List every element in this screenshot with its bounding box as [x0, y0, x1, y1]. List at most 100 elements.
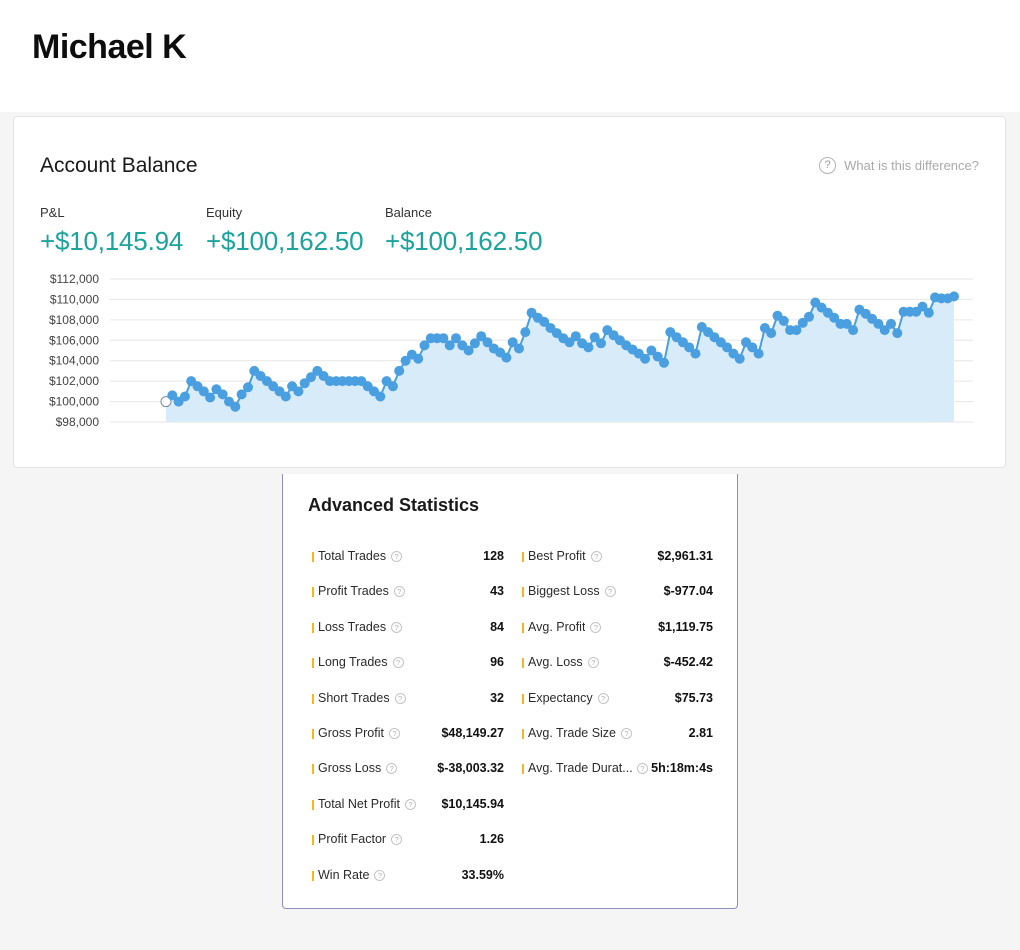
data-point[interactable]: [640, 353, 651, 364]
data-point[interactable]: [476, 331, 487, 342]
question-circle-icon[interactable]: ?: [394, 692, 406, 704]
question-circle-icon[interactable]: ?: [590, 551, 602, 562]
stat-label: Loss Trades: [318, 619, 387, 634]
data-point[interactable]: [734, 353, 745, 364]
y-tick-label: $102,000: [49, 374, 99, 388]
stat-value: $48,149.27: [441, 725, 504, 740]
data-point[interactable]: [539, 316, 550, 327]
data-point[interactable]: [243, 382, 253, 393]
advanced-statistics-title: Advanced Statistics: [308, 495, 480, 515]
data-point[interactable]: [438, 333, 449, 344]
question-circle-icon[interactable]: ?: [386, 763, 398, 775]
question-circle-icon[interactable]: ?: [404, 798, 416, 810]
question-circle-icon[interactable]: ?: [597, 692, 609, 704]
accent-bar: [312, 552, 314, 562]
data-point[interactable]: [482, 337, 493, 348]
y-tick-label: $98,000: [56, 415, 100, 429]
stat-value: $-38,003.32: [437, 761, 504, 776]
data-point[interactable]: [419, 340, 430, 351]
data-point[interactable]: [394, 365, 405, 376]
question-circle-icon[interactable]: ?: [391, 621, 403, 633]
data-point[interactable]: [879, 325, 890, 336]
data-point[interactable]: [570, 331, 581, 342]
data-point[interactable]: [778, 315, 789, 326]
data-point[interactable]: [564, 337, 575, 348]
data-point[interactable]: [646, 345, 657, 356]
data-point[interactable]: [690, 348, 701, 359]
pnl-metric: P&L +$10,145.94: [40, 205, 183, 257]
question-circle-icon[interactable]: ?: [621, 727, 633, 739]
data-point[interactable]: [230, 401, 241, 412]
stat-row: Short Trades? 32: [312, 691, 504, 726]
data-point[interactable]: [797, 317, 808, 328]
data-point[interactable]: [804, 311, 814, 322]
data-point[interactable]: [596, 338, 606, 349]
question-circle-icon[interactable]: ?: [587, 657, 599, 669]
data-point[interactable]: [444, 340, 455, 351]
data-point[interactable]: [917, 301, 928, 312]
data-point[interactable]: [205, 392, 216, 403]
data-point[interactable]: [413, 353, 424, 364]
data-point[interactable]: [747, 342, 758, 353]
question-circle-icon[interactable]: ?: [604, 586, 616, 598]
data-point[interactable]: [299, 378, 310, 389]
data-point[interactable]: [514, 343, 524, 354]
data-point[interactable]: [652, 351, 663, 362]
data-point[interactable]: [684, 342, 695, 353]
data-point[interactable]: [463, 345, 474, 356]
balance-value: +$100,162.50: [385, 226, 543, 256]
data-point[interactable]: [841, 318, 852, 329]
data-point[interactable]: [589, 332, 600, 343]
stat-value: 84: [490, 619, 504, 634]
data-point[interactable]: [167, 390, 178, 401]
data-point[interactable]: [400, 355, 411, 366]
stat-value: 1.26: [479, 832, 504, 847]
data-point[interactable]: [179, 391, 190, 402]
question-circle-icon[interactable]: ?: [392, 657, 404, 669]
data-point[interactable]: [722, 342, 733, 353]
data-point[interactable]: [766, 328, 777, 339]
data-point[interactable]: [873, 318, 884, 329]
data-point[interactable]: [848, 325, 859, 336]
data-point[interactable]: [892, 328, 903, 339]
question-circle-icon[interactable]: ?: [637, 763, 648, 775]
data-point[interactable]: [923, 307, 934, 318]
user-name: Michael K: [32, 28, 187, 66]
data-point[interactable]: [469, 338, 480, 349]
equity-value: +$100,162.50: [206, 226, 364, 256]
data-point[interactable]: [451, 333, 461, 344]
stat-label: Biggest Loss: [528, 584, 600, 599]
accent-bar: [312, 587, 314, 598]
data-point[interactable]: [217, 389, 228, 400]
balance-label: Balance: [385, 205, 432, 220]
question-circle-icon[interactable]: ?: [389, 727, 400, 739]
data-point[interactable]: [387, 381, 398, 392]
data-point[interactable]: [791, 325, 802, 336]
data-point[interactable]: [829, 312, 840, 323]
data-point[interactable]: [949, 291, 959, 302]
equity-label: Equity: [206, 205, 243, 220]
data-point[interactable]: [507, 337, 518, 348]
question-circle-icon[interactable]: ?: [590, 621, 602, 633]
data-point[interactable]: [280, 391, 291, 402]
stat-label: Long Trades: [318, 655, 388, 670]
data-point[interactable]: [753, 348, 764, 359]
data-point[interactable]: [236, 389, 247, 400]
stat-row: Avg. Loss? $-452.42: [522, 655, 713, 690]
data-point[interactable]: [306, 372, 316, 383]
question-circle-icon[interactable]: ?: [391, 551, 403, 562]
data-point[interactable]: [520, 327, 531, 338]
data-point[interactable]: [886, 318, 896, 329]
data-point[interactable]: [583, 342, 594, 353]
stat-value: $75.73: [674, 690, 713, 705]
data-point[interactable]: [501, 352, 512, 363]
difference-help-link[interactable]: ? What is this difference?: [819, 157, 979, 174]
data-point[interactable]: [293, 386, 304, 397]
data-point[interactable]: [659, 357, 669, 368]
question-circle-icon[interactable]: ?: [393, 586, 405, 598]
question-circle-icon[interactable]: ?: [374, 869, 386, 881]
question-circle-icon[interactable]: ?: [391, 834, 403, 846]
data-point[interactable]: [198, 386, 209, 397]
data-point[interactable]: [160, 396, 172, 408]
data-point[interactable]: [375, 391, 386, 402]
